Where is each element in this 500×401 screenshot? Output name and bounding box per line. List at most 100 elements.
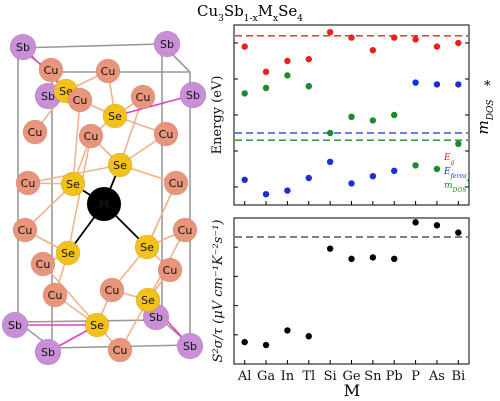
- cu-atom: Cu: [42, 282, 68, 308]
- efermi-point: [305, 174, 312, 182]
- bottom-point: [241, 338, 248, 346]
- eg-point: [412, 36, 419, 43]
- cu-atom-label: Cu: [28, 126, 43, 139]
- cu-atom: Cu: [95, 58, 121, 84]
- se-atom: Se: [84, 312, 110, 338]
- top-legend: Eg Efermi mDOS*: [443, 153, 470, 194]
- cu-atom-label: Cu: [21, 177, 36, 190]
- mdos-point: [241, 90, 248, 97]
- sb-atom-label: Sb: [41, 90, 55, 103]
- sb-se-bond: [114, 94, 194, 117]
- legend-efermi: Efermi: [443, 167, 467, 180]
- bottom-point: [326, 245, 334, 252]
- se-atom-label: Se: [66, 178, 80, 191]
- efermi-point: [262, 191, 270, 198]
- top-scatter-points: [241, 29, 462, 198]
- se-atom-label: Se: [140, 241, 154, 254]
- x-tick-label: As: [428, 369, 445, 384]
- eg-point: [305, 56, 312, 63]
- x-tick-labels: Al Ga In Tl Si Ge Sn Pb P As Bi: [237, 369, 465, 384]
- sb-atom: Sb: [1, 311, 29, 339]
- x-tick-label: Ge: [342, 369, 360, 384]
- cu-atom-label: Cu: [113, 344, 128, 357]
- cu-atom-label: Cu: [44, 64, 59, 77]
- bottom-point: [369, 254, 377, 261]
- sb-atom: Sb: [153, 30, 181, 58]
- sb-atom: Sb: [179, 81, 207, 109]
- bottom-scatter-points: [241, 219, 462, 349]
- mdos-point: [305, 83, 312, 90]
- sb-atom-label: Sb: [8, 319, 22, 332]
- sb-atom-label: Sb: [149, 311, 163, 324]
- mdos-point: [391, 111, 398, 119]
- eg-point: [262, 68, 270, 76]
- sb-atom-label: Sb: [16, 41, 30, 54]
- eg-point: [391, 34, 398, 41]
- cu-atom-label: Cu: [169, 177, 184, 190]
- eg-point: [455, 39, 462, 47]
- figure-title: Cu3Sb1-xMxSe4: [197, 2, 303, 24]
- bottom-point: [262, 341, 270, 349]
- cu-se-bond: [67, 135, 92, 254]
- mdos-point: [348, 113, 355, 121]
- sb-atom-label: Sb: [160, 38, 174, 51]
- eg-point: [433, 43, 441, 50]
- cu-atom: Cu: [12, 217, 38, 243]
- m-atom-label: M: [99, 198, 110, 211]
- x-tick-label: Pb: [386, 369, 403, 384]
- mdos-point: [369, 117, 377, 124]
- cu-atom: Cu: [38, 57, 64, 83]
- cu-atom-label: Cu: [105, 284, 120, 297]
- sb-atom: Sb: [34, 338, 62, 366]
- cu-atom-label: Cu: [48, 289, 63, 302]
- sb-atom-label: Sb: [186, 89, 200, 102]
- mdos-point: [455, 140, 462, 147]
- efermi-point: [326, 158, 334, 165]
- bottom-point: [391, 255, 398, 263]
- bottom-axis-ticks: [234, 246, 459, 364]
- x-tick-label: In: [281, 369, 295, 384]
- bottom-point: [284, 327, 291, 334]
- x-tick-label: Sn: [364, 369, 382, 384]
- efermi-point: [433, 81, 441, 88]
- cu-atom-label: Cu: [101, 65, 116, 78]
- cu-atom: Cu: [153, 121, 179, 147]
- legend-eg: Eg: [443, 153, 455, 166]
- efermi-point: [284, 187, 291, 194]
- cu-atom-label: Cu: [84, 130, 99, 143]
- bottom-point: [412, 219, 419, 226]
- cu-atom-label: Cu: [178, 224, 193, 237]
- bottom-point: [348, 255, 355, 263]
- top-ylabel: Energy (eV): [210, 76, 225, 155]
- bottom-panel: Al Ga In Tl Si Ge Sn Pb P As Bi S²σ/τ (μV cm⁻¹K⁻²s…: [211, 217, 470, 400]
- efermi-point: [241, 176, 248, 183]
- efermi-point: [369, 173, 377, 180]
- bottom-xlabel: M: [344, 381, 360, 400]
- mdos-point: [326, 129, 334, 137]
- sb-atom-label: Sb: [41, 346, 55, 359]
- bottom-point: [433, 222, 441, 229]
- mdos-point: [284, 72, 291, 79]
- efermi-point: [455, 81, 462, 88]
- eg-point: [369, 47, 377, 54]
- se-atom-label: Se: [90, 319, 104, 332]
- efermi-point: [348, 180, 355, 187]
- cu-atom: Cu: [107, 337, 133, 363]
- cu-atom-label: Cu: [36, 258, 51, 271]
- top-reference-lines: [235, 35, 468, 141]
- x-tick-label: Al: [237, 369, 252, 384]
- se-atom: Se: [135, 287, 161, 313]
- top-right-label: mDOS: [474, 100, 496, 135]
- bottom-point: [455, 229, 462, 236]
- bottom-ylabel: S²σ/τ (μV cm⁻¹K⁻²s⁻¹): [211, 219, 226, 362]
- eg-point: [348, 34, 355, 41]
- cu-atom: Cu: [99, 277, 125, 303]
- legend-mdos: mDOS*: [444, 178, 470, 194]
- cu-atom: Cu: [15, 170, 41, 196]
- m-atom: M: [86, 186, 122, 222]
- eg-point: [241, 43, 248, 50]
- x-tick-label: P: [411, 369, 420, 384]
- cu-atom-label: Cu: [163, 264, 178, 277]
- x-tick-label: Bi: [451, 369, 465, 384]
- x-tick-label: Ga: [257, 369, 275, 384]
